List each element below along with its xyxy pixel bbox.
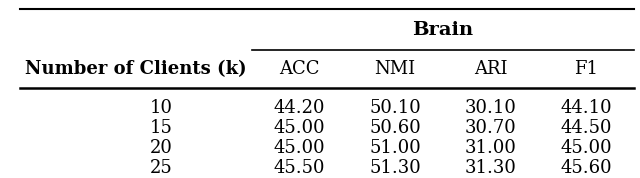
Text: ACC: ACC — [280, 60, 320, 78]
Text: 44.20: 44.20 — [274, 99, 325, 117]
Text: 45.50: 45.50 — [274, 159, 325, 177]
Text: 51.30: 51.30 — [369, 159, 421, 177]
Text: 51.00: 51.00 — [369, 139, 421, 157]
Text: Number of Clients (k): Number of Clients (k) — [26, 60, 247, 78]
Text: 31.00: 31.00 — [465, 139, 516, 157]
Text: Brain: Brain — [412, 21, 474, 39]
Text: 20: 20 — [150, 139, 173, 157]
Text: 30.70: 30.70 — [465, 119, 516, 137]
Text: NMI: NMI — [374, 60, 415, 78]
Text: 44.50: 44.50 — [560, 119, 612, 137]
Text: 50.10: 50.10 — [369, 99, 421, 117]
Text: 45.60: 45.60 — [560, 159, 612, 177]
Text: 50.60: 50.60 — [369, 119, 421, 137]
Text: 15: 15 — [150, 119, 173, 137]
Text: 25: 25 — [150, 159, 173, 177]
Text: 45.00: 45.00 — [274, 119, 326, 137]
Text: 45.00: 45.00 — [560, 139, 612, 157]
Text: 31.30: 31.30 — [465, 159, 516, 177]
Text: 10: 10 — [150, 99, 173, 117]
Text: ARI: ARI — [474, 60, 508, 78]
Text: 45.00: 45.00 — [274, 139, 326, 157]
Text: 44.10: 44.10 — [560, 99, 612, 117]
Text: 30.10: 30.10 — [465, 99, 516, 117]
Text: F1: F1 — [574, 60, 598, 78]
